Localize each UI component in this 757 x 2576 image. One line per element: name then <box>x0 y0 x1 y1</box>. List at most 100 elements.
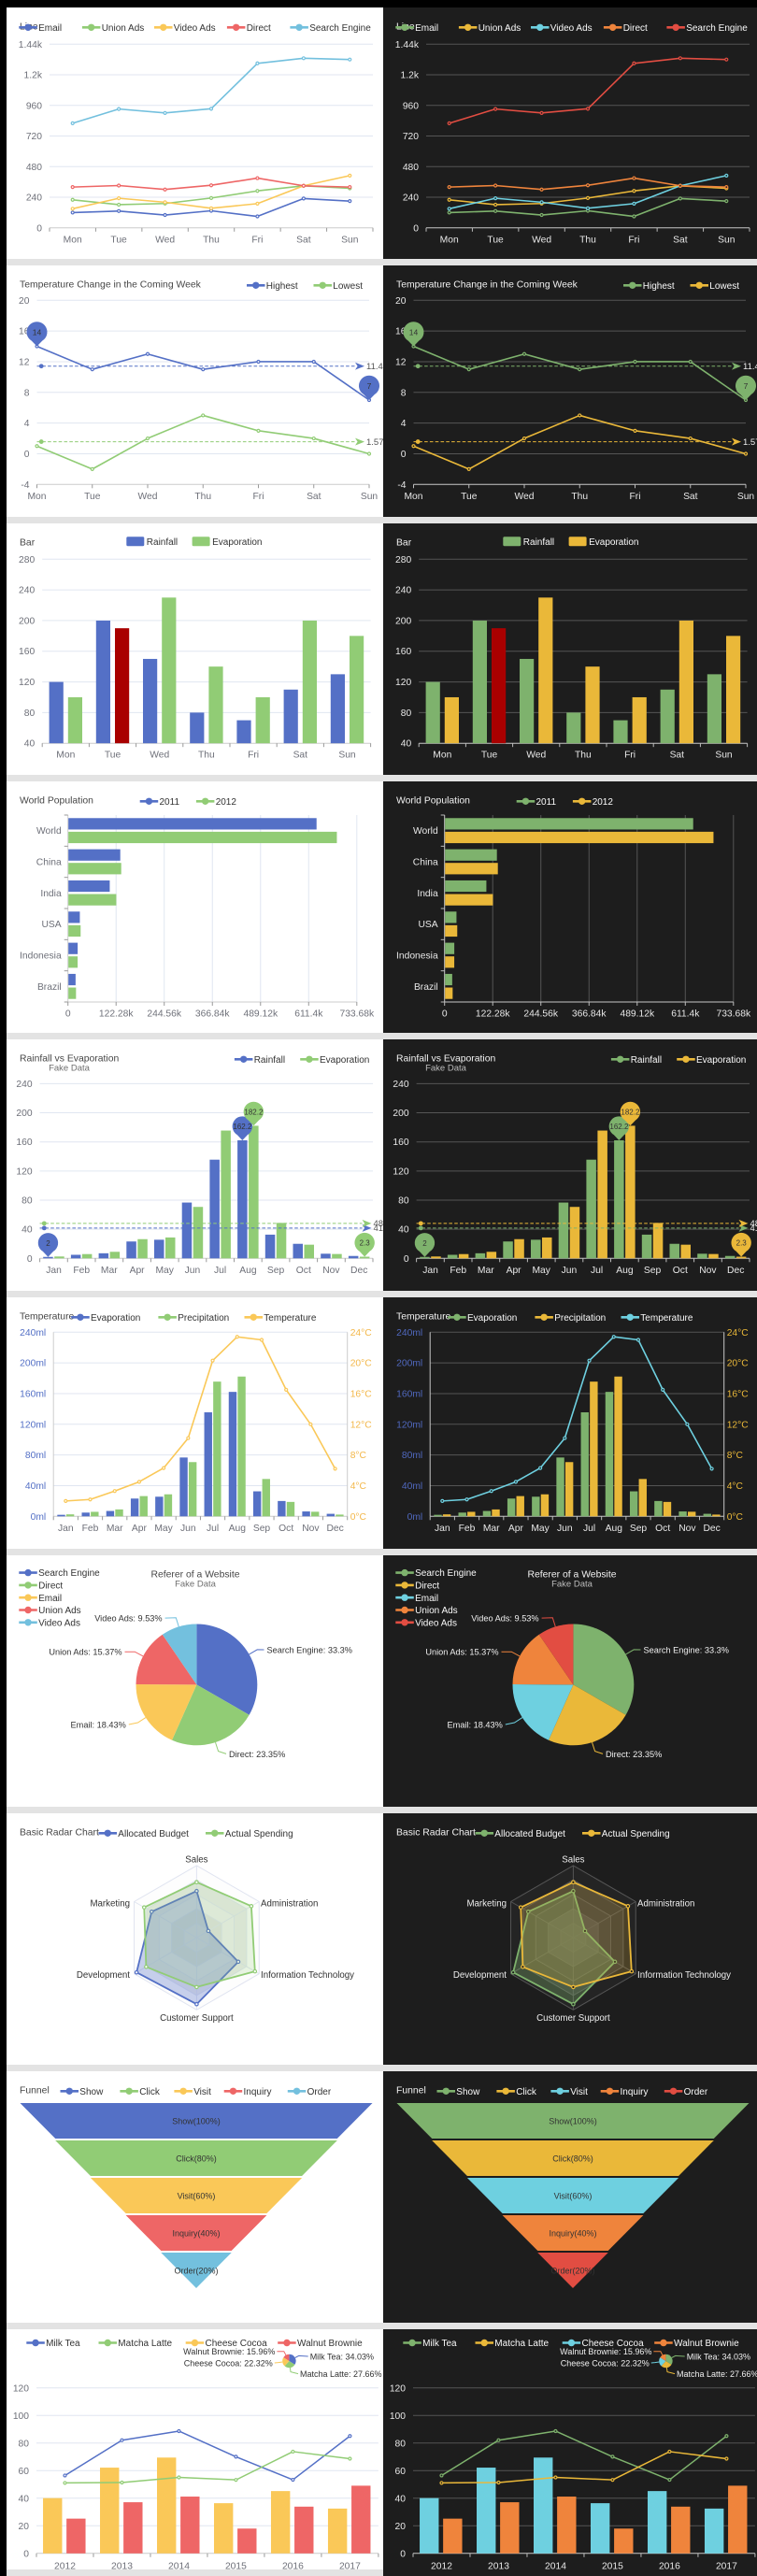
svg-text:40: 40 <box>24 739 36 750</box>
svg-text:2017: 2017 <box>716 2561 737 2571</box>
svg-text:Allocated Budget: Allocated Budget <box>494 1829 565 1839</box>
svg-text:100: 100 <box>13 2411 29 2422</box>
svg-text:May: May <box>155 1266 174 1276</box>
svg-text:80: 80 <box>24 708 36 719</box>
svg-text:Search Engine: Search Engine <box>686 23 748 34</box>
svg-text:Direct: Direct <box>415 1581 439 1592</box>
svg-text:122.28k: 122.28k <box>99 1009 134 1020</box>
svg-text:Show(100%): Show(100%) <box>549 2116 597 2125</box>
svg-text:489.12k: 489.12k <box>243 1009 278 1020</box>
svg-text:7: 7 <box>367 381 372 391</box>
svg-text:Email: 18.43%: Email: 18.43% <box>71 1720 126 1729</box>
svg-text:41.63: 41.63 <box>750 1224 757 1234</box>
svg-text:12°C: 12°C <box>350 1420 373 1430</box>
svg-text:Search Engine: Search Engine <box>415 1568 477 1579</box>
svg-text:7: 7 <box>744 381 749 391</box>
svg-text:40ml: 40ml <box>402 1481 422 1492</box>
svg-text:Temperature: Temperature <box>264 1313 317 1324</box>
svg-text:480: 480 <box>26 163 42 173</box>
svg-text:0: 0 <box>400 2549 406 2559</box>
svg-text:Email: Email <box>415 1594 438 1604</box>
svg-text:Indonesia: Indonesia <box>396 952 438 962</box>
svg-text:20: 20 <box>19 2522 30 2532</box>
svg-text:2013: 2013 <box>488 2561 509 2571</box>
svg-text:162.2: 162.2 <box>609 1123 629 1131</box>
svg-text:2012: 2012 <box>216 797 237 808</box>
svg-text:Direct: Direct <box>623 23 648 34</box>
svg-text:0: 0 <box>404 1254 409 1265</box>
svg-text:Dec: Dec <box>703 1524 720 1534</box>
svg-text:960: 960 <box>26 101 42 111</box>
svg-text:Information Technology: Information Technology <box>261 1970 354 1981</box>
svg-text:Walnut Brownie: 15.96%: Walnut Brownie: 15.96% <box>560 2347 651 2356</box>
svg-text:1.2k: 1.2k <box>401 71 420 81</box>
svg-text:Lowest: Lowest <box>709 281 739 292</box>
svg-text:2012: 2012 <box>54 2561 76 2569</box>
svg-text:12: 12 <box>395 358 407 368</box>
svg-text:366.84k: 366.84k <box>572 1009 607 1020</box>
svg-text:Temperature Change in the Comi: Temperature Change in the Coming Week <box>20 280 202 291</box>
svg-text:240ml: 240ml <box>396 1328 422 1338</box>
svg-text:Order(20%): Order(20%) <box>174 2266 218 2275</box>
svg-text:1.44k: 1.44k <box>395 40 420 50</box>
svg-text:2017: 2017 <box>339 2561 361 2569</box>
svg-text:122.28k: 122.28k <box>476 1009 510 1020</box>
svg-text:40: 40 <box>21 1225 33 1236</box>
svg-text:40: 40 <box>19 2494 30 2504</box>
svg-text:182.2: 182.2 <box>244 1109 264 1117</box>
svg-text:Cheese Cocoa: Cheese Cocoa <box>582 2339 645 2349</box>
svg-text:Temperature: Temperature <box>640 1313 693 1324</box>
svg-text:2.3: 2.3 <box>360 1239 371 1248</box>
svg-text:Funnel: Funnel <box>20 2086 50 2097</box>
svg-text:Precipitation: Precipitation <box>554 1313 606 1324</box>
svg-text:Basic Radar Chart: Basic Radar Chart <box>396 1828 476 1839</box>
svg-text:16°C: 16°C <box>727 1390 750 1400</box>
svg-text:Jul: Jul <box>583 1524 595 1534</box>
svg-text:Sat: Sat <box>296 235 311 245</box>
svg-text:Visit: Visit <box>570 2087 588 2097</box>
svg-text:16: 16 <box>395 327 407 337</box>
svg-text:80: 80 <box>398 1196 409 1207</box>
svg-text:20°C: 20°C <box>350 1359 373 1369</box>
svg-text:Email: Email <box>38 1594 62 1604</box>
svg-text:280: 280 <box>395 555 411 565</box>
svg-text:4: 4 <box>24 419 30 429</box>
svg-text:Customer Support: Customer Support <box>536 2013 610 2024</box>
svg-text:Rainfall: Rainfall <box>147 537 178 548</box>
svg-text:162.2: 162.2 <box>233 1123 252 1131</box>
svg-text:Show: Show <box>79 2087 104 2097</box>
svg-text:Feb: Feb <box>450 1266 466 1276</box>
svg-text:200: 200 <box>16 1109 32 1119</box>
svg-text:Matcha Latte: Matcha Latte <box>494 2339 549 2349</box>
svg-text:40ml: 40ml <box>25 1481 46 1492</box>
svg-text:Jun: Jun <box>557 1524 573 1534</box>
svg-text:8°C: 8°C <box>350 1451 367 1461</box>
svg-text:Brazil: Brazil <box>414 982 438 993</box>
svg-text:Direct: 23.35%: Direct: 23.35% <box>606 1750 662 1759</box>
svg-text:0°C: 0°C <box>727 1512 744 1523</box>
svg-text:Fri: Fri <box>252 492 264 502</box>
svg-text:Evaporation: Evaporation <box>467 1313 517 1324</box>
svg-text:1.44k: 1.44k <box>19 40 43 50</box>
svg-text:Video Ads: Video Ads <box>415 1618 457 1628</box>
svg-text:Precipitation: Precipitation <box>178 1313 229 1324</box>
svg-text:Sat: Sat <box>670 751 685 761</box>
svg-text:2012: 2012 <box>431 2561 452 2571</box>
svg-text:80: 80 <box>395 2439 407 2449</box>
svg-text:Mon: Mon <box>64 235 82 245</box>
svg-text:Rainfall vs Evaporation: Rainfall vs Evaporation <box>396 1054 495 1065</box>
svg-text:Thu: Thu <box>194 492 211 502</box>
svg-text:12°C: 12°C <box>727 1420 750 1430</box>
svg-text:Thu: Thu <box>198 751 215 761</box>
svg-text:Jul: Jul <box>214 1266 226 1276</box>
svg-text:Walnut Brownie: Walnut Brownie <box>674 2339 739 2349</box>
svg-text:Dec: Dec <box>326 1524 343 1534</box>
svg-text:Jun: Jun <box>185 1266 201 1276</box>
svg-text:Tue: Tue <box>110 235 127 245</box>
svg-text:Direct: Direct <box>38 1581 63 1592</box>
svg-text:40: 40 <box>395 2494 407 2504</box>
svg-text:Visit: Visit <box>193 2087 211 2097</box>
svg-text:4°C: 4°C <box>727 1481 744 1492</box>
svg-text:Search Engine: 33.3%: Search Engine: 33.3% <box>644 1645 729 1654</box>
svg-text:India: India <box>40 889 62 899</box>
